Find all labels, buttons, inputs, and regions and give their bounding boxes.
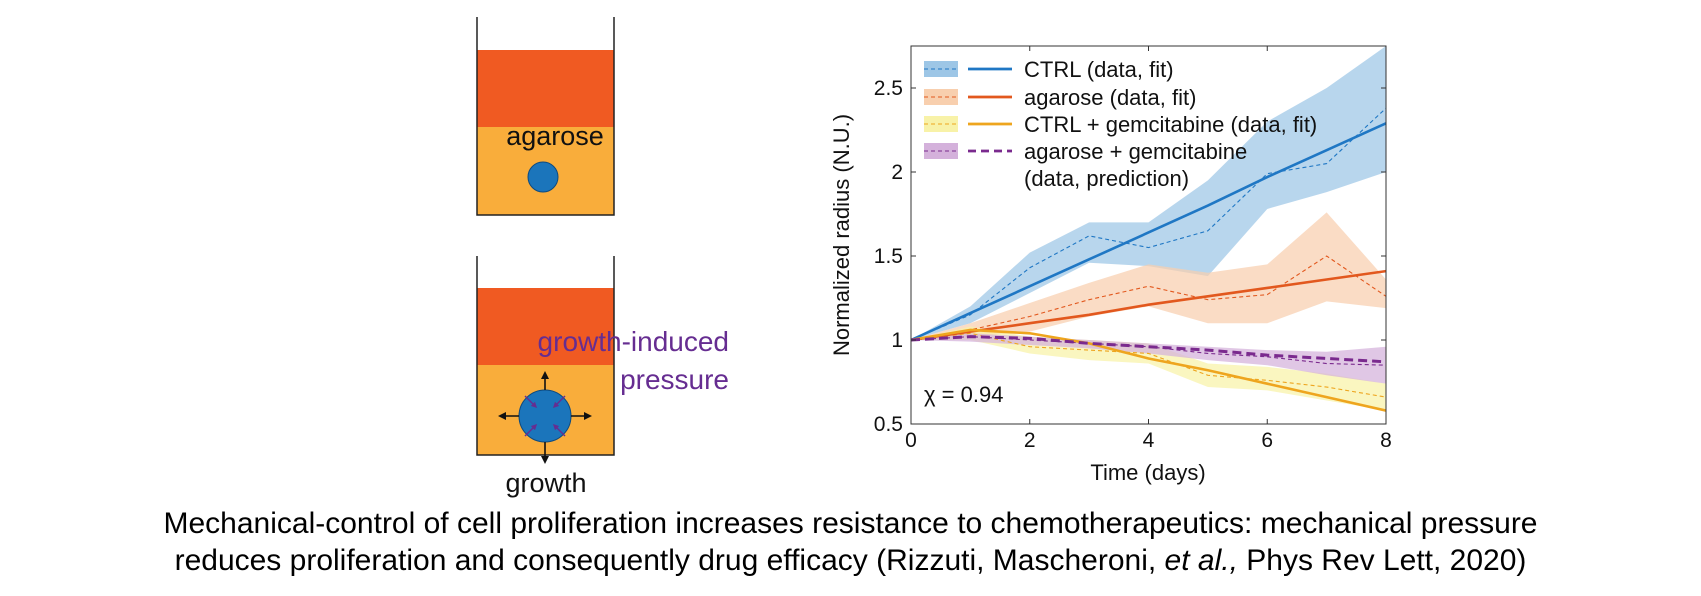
schematic-bottom-container: growth-induced pressure growth (476, 256, 729, 498)
fit-line-series-2 (911, 269, 1386, 342)
x-tick-label-2: 4 (1143, 429, 1155, 452)
band-series-1 (911, 46, 1386, 340)
legend-label-2: agarose (data, fit) (1024, 85, 1196, 110)
legend-label-1: CTRL (data, fit) (1024, 57, 1174, 82)
legend-label-4: agarose + gemcitabine (1024, 139, 1247, 164)
y-tick-label-1: 1 (891, 329, 903, 352)
agarose-label: agarose (506, 121, 604, 151)
x-axis-label: Time (days) (1090, 460, 1205, 485)
fit-line-series-1 (911, 122, 1386, 342)
band-series-3 (911, 326, 1386, 411)
x-tick-label-1: 2 (1024, 429, 1036, 452)
chart: 0 2 4 6 8 0.5 1 1.5 2 2.5 Time (days) Normalized … (829, 45, 1392, 485)
spheroid-cell (527, 161, 559, 193)
pressure-label-line1: growth-induced (538, 326, 729, 357)
x-tick-label-0: 0 (905, 429, 917, 452)
agarose-layer (477, 50, 614, 127)
pressure-label-line2: pressure (620, 364, 729, 395)
y-tick-label-2: 1.5 (874, 245, 903, 268)
x-tick-label-4: 8 (1380, 429, 1392, 452)
legend: CTRL (data, fit) agarose (data, fit)CTRL … (924, 57, 1317, 191)
prediction-line-series-4 (911, 335, 1386, 364)
data-line-series-1 (911, 107, 1386, 341)
fit-line-series-3 (911, 328, 1386, 412)
x-tick-label-3: 6 (1261, 429, 1273, 452)
agarose-layer-bottom (477, 288, 614, 365)
y-axis-label: Normalized radius (N.U.) (829, 114, 854, 356)
caption-line-1: Mechanical-control of cell proliferation… (163, 507, 1538, 540)
growth-label: growth (505, 468, 586, 498)
caption: Mechanical-control of cell proliferation… (0, 505, 1701, 579)
data-line-series-2 (911, 255, 1386, 341)
chi-annotation: χ = 0.94 (924, 382, 1003, 407)
data-line-series-4 (911, 336, 1386, 366)
band-series-2 (911, 212, 1386, 340)
caption-line-2-start: reduces proliferation and consequently d… (174, 544, 1165, 577)
series-lines (911, 107, 1386, 412)
figure: agarose growth-induced pressure growth (476, 17, 1392, 498)
y-tick-label-4: 2.5 (874, 77, 903, 100)
schematic-top-container: agarose (476, 17, 615, 216)
axis-ticks: 0 2 4 6 8 0.5 1 1.5 2 2.5 (874, 46, 1392, 452)
legend-label-4-line2: (data, prediction) (1024, 166, 1189, 191)
caption-line-2: reduces proliferation and consequently d… (0, 542, 1701, 579)
container-walls (476, 17, 615, 216)
caption-et-al: et al., (1164, 544, 1238, 577)
legend-label-3: CTRL + gemcitabine (data, fit) (1024, 112, 1317, 137)
caption-line-2-end: Phys Rev Lett, 2020) (1237, 544, 1527, 577)
y-tick-label-3: 2 (891, 161, 903, 184)
pressure-arrows (524, 395, 566, 437)
growth-arrows (498, 371, 592, 464)
y-tick-label-0: 0.5 (874, 413, 903, 436)
